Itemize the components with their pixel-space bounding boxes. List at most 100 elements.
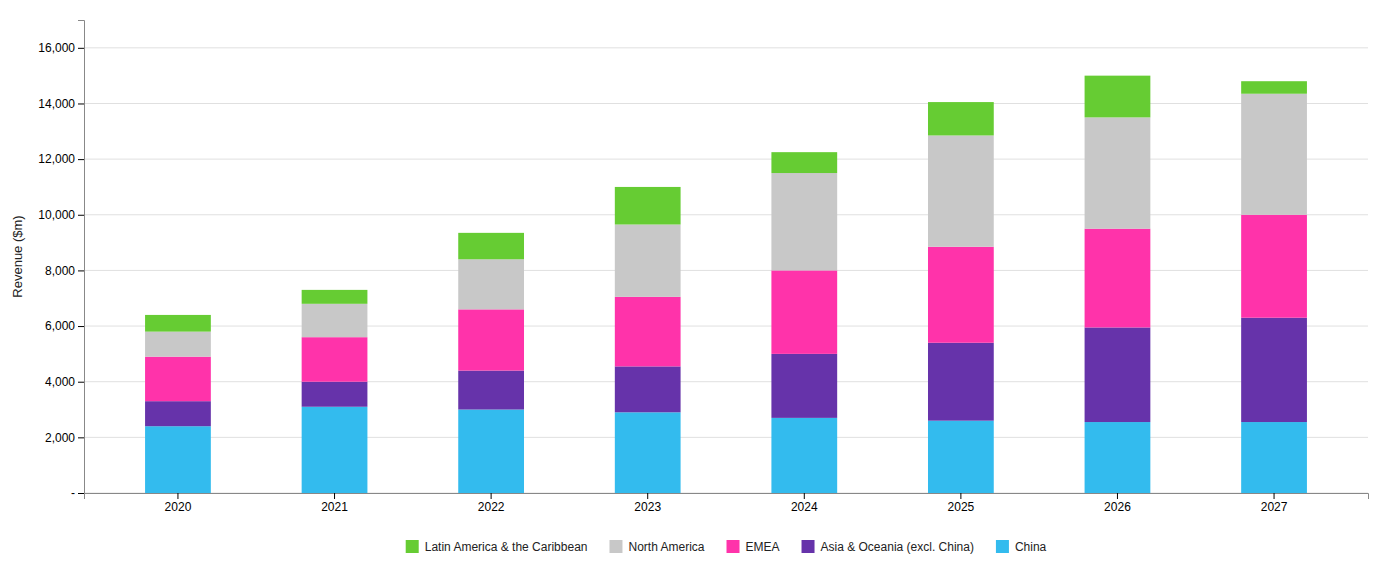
tick-label: 12,000 [38,152,75,166]
tick-mark [334,493,335,499]
bar [615,297,681,367]
bar [928,247,994,343]
bar [1085,422,1151,493]
tick-label: 2022 [478,500,505,514]
tick-label: 2026 [1104,500,1131,514]
x-tick: 2022 [478,493,505,514]
bar [928,421,994,493]
tick-mark [804,493,805,499]
grid [84,48,1368,493]
legend-item: Asia & Oceania (excl. China) [802,540,974,554]
bar [145,401,211,426]
y-tick: 2,000 [45,431,84,445]
bar [771,270,837,353]
legend-label: Latin America & the Caribbean [425,540,588,554]
tick-label: 2027 [1261,500,1288,514]
series [145,94,1307,357]
axis-line [78,21,85,494]
bar [928,102,994,135]
bar [615,187,681,225]
tick-label: 2020 [165,500,192,514]
grid-line [84,381,1368,382]
bar [302,337,368,382]
bar [928,343,994,421]
bar [928,135,994,246]
tick-mark [647,493,648,499]
tick-mark [78,437,84,438]
legend: Latin America & the Caribbean North Ameri… [406,540,1047,554]
tick-mark [78,48,84,49]
bar [1085,117,1151,228]
x-tick: 2027 [1261,493,1288,514]
tick-label: 2024 [791,500,818,514]
bar [1241,81,1307,94]
legend-swatch [727,540,740,553]
grid-line [84,270,1368,271]
bar [1085,76,1151,118]
bar [1085,327,1151,422]
bar [458,259,524,309]
x-tick: 2023 [634,493,661,514]
tick-mark [78,270,84,271]
tick-mark [78,215,84,216]
series [145,76,1307,332]
tick-label: 2025 [948,500,975,514]
bar [771,354,837,418]
series [145,215,1307,401]
grid-line [84,103,1368,104]
y-axis: -2,0004,0006,0008,00010,00012,00014,0001… [38,21,84,501]
legend-item: China [996,540,1047,554]
y-tick: 4,000 [45,375,84,389]
tick-mark [960,493,961,499]
bar [615,225,681,297]
bar [458,410,524,493]
bar [771,173,837,270]
grid-line [84,159,1368,160]
bar [771,152,837,173]
bar [1241,422,1307,493]
y-tick: - [71,486,84,500]
legend-label: EMEA [746,540,780,554]
x-tick: 2026 [1104,493,1131,514]
bar [1241,94,1307,215]
grid-line [84,437,1368,438]
tick-label: 2023 [634,500,661,514]
bars [145,76,1307,493]
legend-item: Latin America & the Caribbean [406,540,588,554]
grid-line [84,326,1368,327]
y-tick: 8,000 [45,264,84,278]
chart: -2,0004,0006,0008,00010,00012,00014,0001… [0,0,1392,579]
x-tick: 2020 [165,493,192,514]
legend-swatch [996,540,1009,553]
bar [145,357,211,402]
bar [1241,318,1307,422]
tick-mark [78,159,84,160]
grid-line [84,214,1368,215]
tick-mark [491,493,492,499]
legend-swatch [406,540,419,553]
tick-label: - [71,486,75,500]
y-tick: 16,000 [38,41,84,55]
x-tick: 2024 [791,493,818,514]
tick-label: 8,000 [45,264,75,278]
legend-label: Asia & Oceania (excl. China) [821,540,974,554]
tick-label: 14,000 [38,97,75,111]
bar [145,332,211,357]
legend-label: China [1015,540,1047,554]
tick-mark [78,326,84,327]
x-axis: 2020 2021 2022 2023 2024 2025 2026 2027 [85,493,1369,514]
tick-label: 2,000 [45,431,75,445]
axis-line [85,494,1369,500]
bar [458,371,524,410]
bar [458,309,524,370]
bar [458,233,524,259]
tick-label: 4,000 [45,375,75,389]
tick-label: 10,000 [38,208,75,222]
legend-item: North America [609,540,704,554]
x-tick: 2021 [321,493,348,514]
y-tick: 12,000 [38,152,84,166]
plot: -2,0004,0006,0008,00010,00012,00014,0001… [38,21,1368,514]
bar [615,366,681,412]
bar [302,382,368,407]
legend-label: North America [628,540,704,554]
